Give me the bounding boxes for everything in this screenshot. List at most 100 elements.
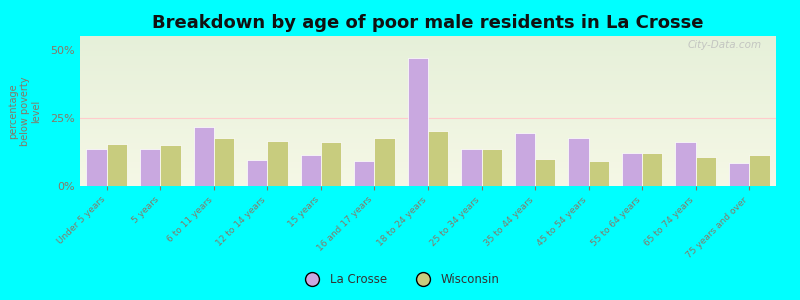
Bar (80, 177, 776, 178)
Bar (80, 106, 776, 108)
Bar (80, 56, 776, 57)
Bar (642, 153, 662, 186)
Bar (80, 135, 776, 136)
Bar (80, 184, 776, 186)
Bar (106, 144, 127, 186)
Bar (354, 161, 374, 186)
Bar (80, 64, 776, 66)
Bar (80, 147, 776, 148)
Bar (80, 38, 776, 39)
Bar (80, 141, 776, 142)
Bar (80, 130, 776, 132)
Bar (80, 160, 776, 162)
Bar (568, 138, 589, 186)
Bar (80, 169, 776, 171)
Bar (80, 36, 776, 38)
Bar (80, 61, 776, 63)
Bar (160, 145, 181, 186)
Bar (80, 54, 776, 56)
Bar (80, 90, 776, 92)
Bar (80, 100, 776, 102)
Bar (80, 44, 776, 45)
Bar (461, 149, 482, 186)
Bar (80, 112, 776, 114)
Bar (247, 160, 267, 186)
Bar (80, 82, 776, 84)
Bar (80, 108, 776, 110)
Bar (729, 163, 750, 186)
Bar (80, 150, 776, 152)
Bar (80, 148, 776, 150)
Bar (80, 144, 776, 146)
Bar (80, 52, 776, 54)
Bar (80, 129, 776, 130)
Bar (80, 167, 776, 168)
Bar (80, 117, 776, 118)
Bar (80, 94, 776, 96)
Bar (80, 99, 776, 100)
Bar (80, 102, 776, 104)
Bar (80, 72, 776, 74)
Bar (675, 142, 696, 186)
Bar (80, 103, 776, 105)
Legend: La Crosse, Wisconsin: La Crosse, Wisconsin (296, 269, 504, 291)
Bar (589, 161, 609, 186)
Bar (80, 116, 776, 117)
Bar (80, 66, 776, 68)
Bar (80, 178, 776, 180)
Bar (80, 124, 776, 126)
Bar (80, 172, 776, 174)
Bar (80, 134, 776, 135)
Bar (80, 50, 776, 51)
Bar (80, 182, 776, 183)
Bar (267, 141, 288, 186)
Bar (80, 165, 776, 166)
Bar (374, 138, 395, 186)
Bar (80, 81, 776, 82)
Bar (80, 164, 776, 165)
Bar (80, 84, 776, 86)
Bar (80, 46, 776, 48)
Bar (80, 174, 776, 176)
Bar (696, 158, 716, 186)
Bar (80, 118, 776, 120)
Bar (80, 154, 776, 156)
Bar (80, 152, 776, 153)
Bar (80, 162, 776, 164)
Bar (140, 149, 160, 186)
Bar (80, 128, 776, 129)
Bar (80, 76, 776, 78)
Bar (80, 87, 776, 88)
Bar (80, 146, 776, 147)
Bar (80, 48, 776, 50)
Bar (80, 88, 776, 90)
Bar (80, 123, 776, 124)
Bar (80, 98, 776, 99)
Bar (80, 105, 776, 106)
Bar (80, 132, 776, 134)
Bar (482, 149, 502, 186)
Bar (80, 114, 776, 116)
Bar (80, 70, 776, 72)
Bar (80, 45, 776, 46)
Bar (80, 176, 776, 177)
Bar (80, 85, 776, 87)
Bar (80, 74, 776, 75)
Bar (80, 40, 776, 42)
Bar (80, 156, 776, 158)
Bar (80, 136, 776, 138)
Text: percentage
below poverty
level: percentage below poverty level (8, 76, 42, 146)
Bar (750, 154, 770, 186)
Bar (80, 138, 776, 140)
Bar (80, 69, 776, 70)
Bar (408, 58, 428, 186)
Bar (80, 110, 776, 111)
Bar (80, 159, 776, 160)
Bar (214, 138, 234, 186)
Bar (194, 128, 214, 186)
Title: Breakdown by age of poor male residents in La Crosse: Breakdown by age of poor male residents … (152, 14, 704, 32)
Bar (80, 93, 776, 94)
Bar (80, 60, 776, 61)
Bar (80, 68, 776, 69)
Bar (301, 154, 321, 186)
